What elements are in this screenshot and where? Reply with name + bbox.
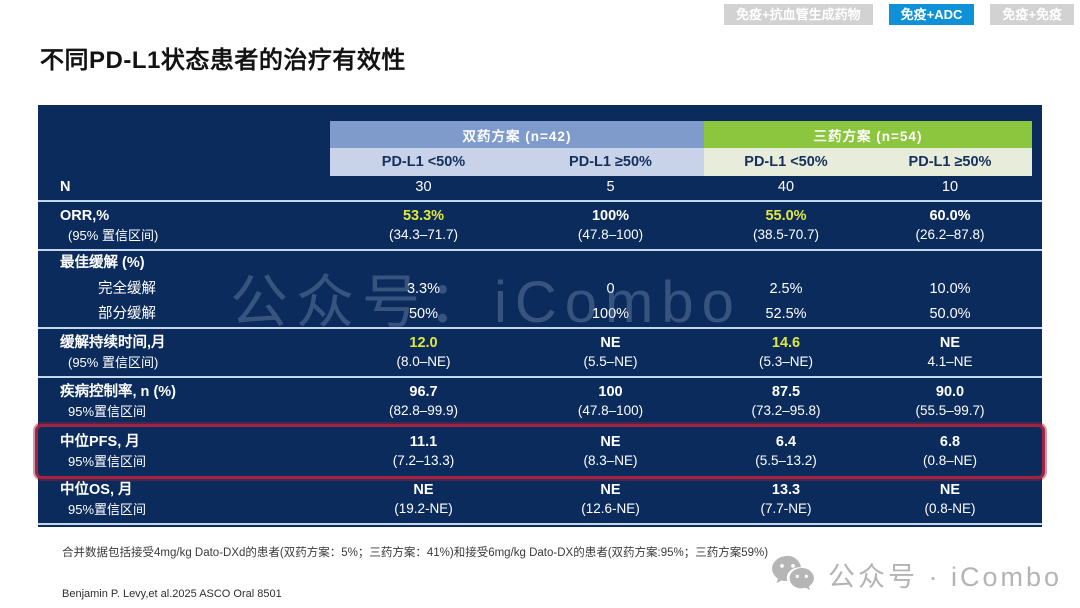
column-header-pdl1-lt50-triple: PD-L1 <50% — [704, 148, 868, 176]
column-header-pdl1-lt50-dual: PD-L1 <50% — [330, 148, 517, 176]
table-cell-median-os-1: NE (12.6-NE) — [581, 481, 640, 517]
table-row-complete-response: 完全缓解 3.3% 0 2.5% 10.0% — [38, 277, 1042, 303]
table-row-median-pfs: 中位PFS, 月 95%置信区间 11.1 (7.2–13.3) NE (8.3–NE) 6… — [38, 427, 1042, 476]
citation: Benjamin P. Levy,et al.2025 ASCO Oral 85… — [62, 588, 282, 600]
table-cell-dcr-0: 96.7 (82.8–99.9) — [388, 383, 459, 419]
footnote: 合并数据包括接受4mg/kg Dato-DXd的患者(双药方案：5%；三药方案：… — [62, 547, 769, 559]
table-cell-partial-response-3: 50.0% — [929, 306, 971, 323]
table-cell-median-os-2: 13.3 (7.7-NE) — [760, 481, 812, 517]
watermark-bottom: 公众号 · iCombo — [770, 554, 1062, 594]
table-cell-n-0: 30 — [415, 179, 432, 196]
header-spacer — [38, 148, 330, 176]
row-label-partial-response: 部分缓解 — [98, 306, 156, 323]
table-cell-orr-3: 60.0% (26.2–87.8) — [915, 207, 985, 243]
wechat-icon — [770, 554, 816, 594]
tab-bar: 免疫+抗血管生成药物 免疫+ADC 免疫+免疫 — [724, 4, 1074, 25]
table-row-n: N 30 5 40 10 — [38, 176, 1042, 202]
table-cell-n-1: 5 — [606, 179, 615, 196]
table-cell-orr-0: 53.3% (34.3–71.7) — [388, 207, 459, 243]
table-row-dcr: 疾病控制率, n (%) 95%置信区间 96.7 (82.8–99.9) 100 (47… — [38, 378, 1042, 427]
table-cell-partial-response-2: 52.5% — [765, 306, 807, 323]
tab-immuno-antiangiogenic[interactable]: 免疫+抗血管生成药物 — [724, 4, 873, 25]
table-cell-n-2: 40 — [777, 179, 795, 196]
page-title: 不同PD-L1状态患者的治疗有效性 — [40, 47, 406, 74]
table-row-median-os: 中位OS, 月 95%置信区间 NE (19.2-NE) NE (12.6-NE) 13.3… — [38, 476, 1042, 525]
column-header-pdl1-ge50-dual: PD-L1 ≥50% — [517, 148, 704, 176]
table-row-dor: 缓解持续时间,月 (95% 置信区间) 12.0 (8.0–NE) NE (5.5–NE)… — [38, 329, 1042, 378]
group-header-dual-regimen: 双药方案 (n=42) — [330, 121, 704, 148]
results-table: 双药方案 (n=42) 三药方案 (n=54) PD-L1 <50% PD-L1… — [38, 105, 1042, 527]
table-cell-complete-response-0: 3.3% — [406, 281, 441, 298]
table-cell-median-pfs-3: 6.8 (0.8–NE) — [922, 433, 978, 469]
row-label-median-os: 中位OS, 月 95%置信区间 — [60, 481, 147, 517]
column-header-pdl1-ge50-triple: PD-L1 ≥50% — [868, 148, 1032, 176]
table-cell-best-response-2 — [704, 251, 868, 277]
table-body: N 30 5 40 10 ORR,% (95% 置信区间) 53.3% (34.3–71.7) 1… — [38, 176, 1042, 525]
table-cell-median-os-3: NE (0.8-NE) — [924, 481, 976, 517]
table-cell-partial-response-0: 50% — [408, 306, 439, 323]
table-cell-complete-response-2: 2.5% — [769, 281, 803, 298]
row-label-complete-response: 完全缓解 — [98, 281, 156, 298]
table-cell-dor-3: NE 4.1–NE — [927, 334, 973, 370]
table-row-best-response: 最佳缓解 (%) — [38, 251, 1042, 277]
table-cell-median-os-0: NE (19.2-NE) — [394, 481, 453, 517]
table-cell-dcr-2: 87.5 (73.2–95.8) — [751, 383, 821, 419]
tab-immuno-immuno[interactable]: 免疫+免疫 — [990, 4, 1074, 25]
table-cell-partial-response-1: 100% — [591, 306, 630, 323]
table-cell-best-response-3 — [868, 251, 1032, 277]
row-label-best-response: 最佳缓解 (%) — [60, 255, 145, 272]
table-cell-n-3: 10 — [941, 179, 959, 196]
table-cell-dcr-1: 100 (47.8–100) — [577, 383, 644, 419]
table-cell-dor-2: 14.6 (5.3–NE) — [758, 334, 814, 370]
table-row-orr: ORR,% (95% 置信区间) 53.3% (34.3–71.7) 100% (47.8… — [38, 202, 1042, 251]
table-row-partial-response: 部分缓解 50% 100% 52.5% 50.0% — [38, 303, 1042, 329]
row-label-median-pfs: 中位PFS, 月 95%置信区间 — [60, 433, 147, 469]
table-cell-complete-response-3: 10.0% — [929, 281, 971, 298]
row-label-n: N — [60, 179, 71, 196]
table-column-header-row: PD-L1 <50% PD-L1 ≥50% PD-L1 <50% PD-L1 ≥… — [38, 148, 1042, 176]
row-label-dcr: 疾病控制率, n (%) 95%置信区间 — [60, 383, 176, 419]
table-cell-median-pfs-2: 6.4 (5.5–13.2) — [755, 433, 817, 469]
header-spacer — [38, 121, 330, 148]
table-cell-best-response-0 — [330, 251, 517, 277]
table-cell-orr-2: 55.0% (38.5-70.7) — [752, 207, 820, 243]
table-cell-orr-1: 100% (47.8–100) — [577, 207, 644, 243]
table-cell-median-pfs-1: NE (8.3–NE) — [583, 433, 638, 469]
row-label-dor: 缓解持续时间,月 (95% 置信区间) — [60, 334, 166, 370]
table-cell-complete-response-1: 0 — [606, 281, 615, 298]
table-cell-best-response-1 — [517, 251, 704, 277]
table-cell-dcr-3: 90.0 (55.5–99.7) — [915, 383, 985, 419]
watermark-bottom-text: 公众号 · iCombo — [827, 561, 1062, 592]
group-header-triple-regimen: 三药方案 (n=54) — [704, 121, 1032, 148]
row-label-orr: ORR,% (95% 置信区间) — [60, 207, 159, 243]
tab-immuno-adc[interactable]: 免疫+ADC — [888, 4, 975, 25]
table-cell-median-pfs-0: 11.1 (7.2–13.3) — [392, 433, 455, 469]
table-cell-dor-0: 12.0 (8.0–NE) — [396, 334, 451, 370]
table-group-header-row: 双药方案 (n=42) 三药方案 (n=54) — [38, 121, 1042, 148]
table-cell-dor-1: NE (5.5–NE) — [583, 334, 638, 370]
